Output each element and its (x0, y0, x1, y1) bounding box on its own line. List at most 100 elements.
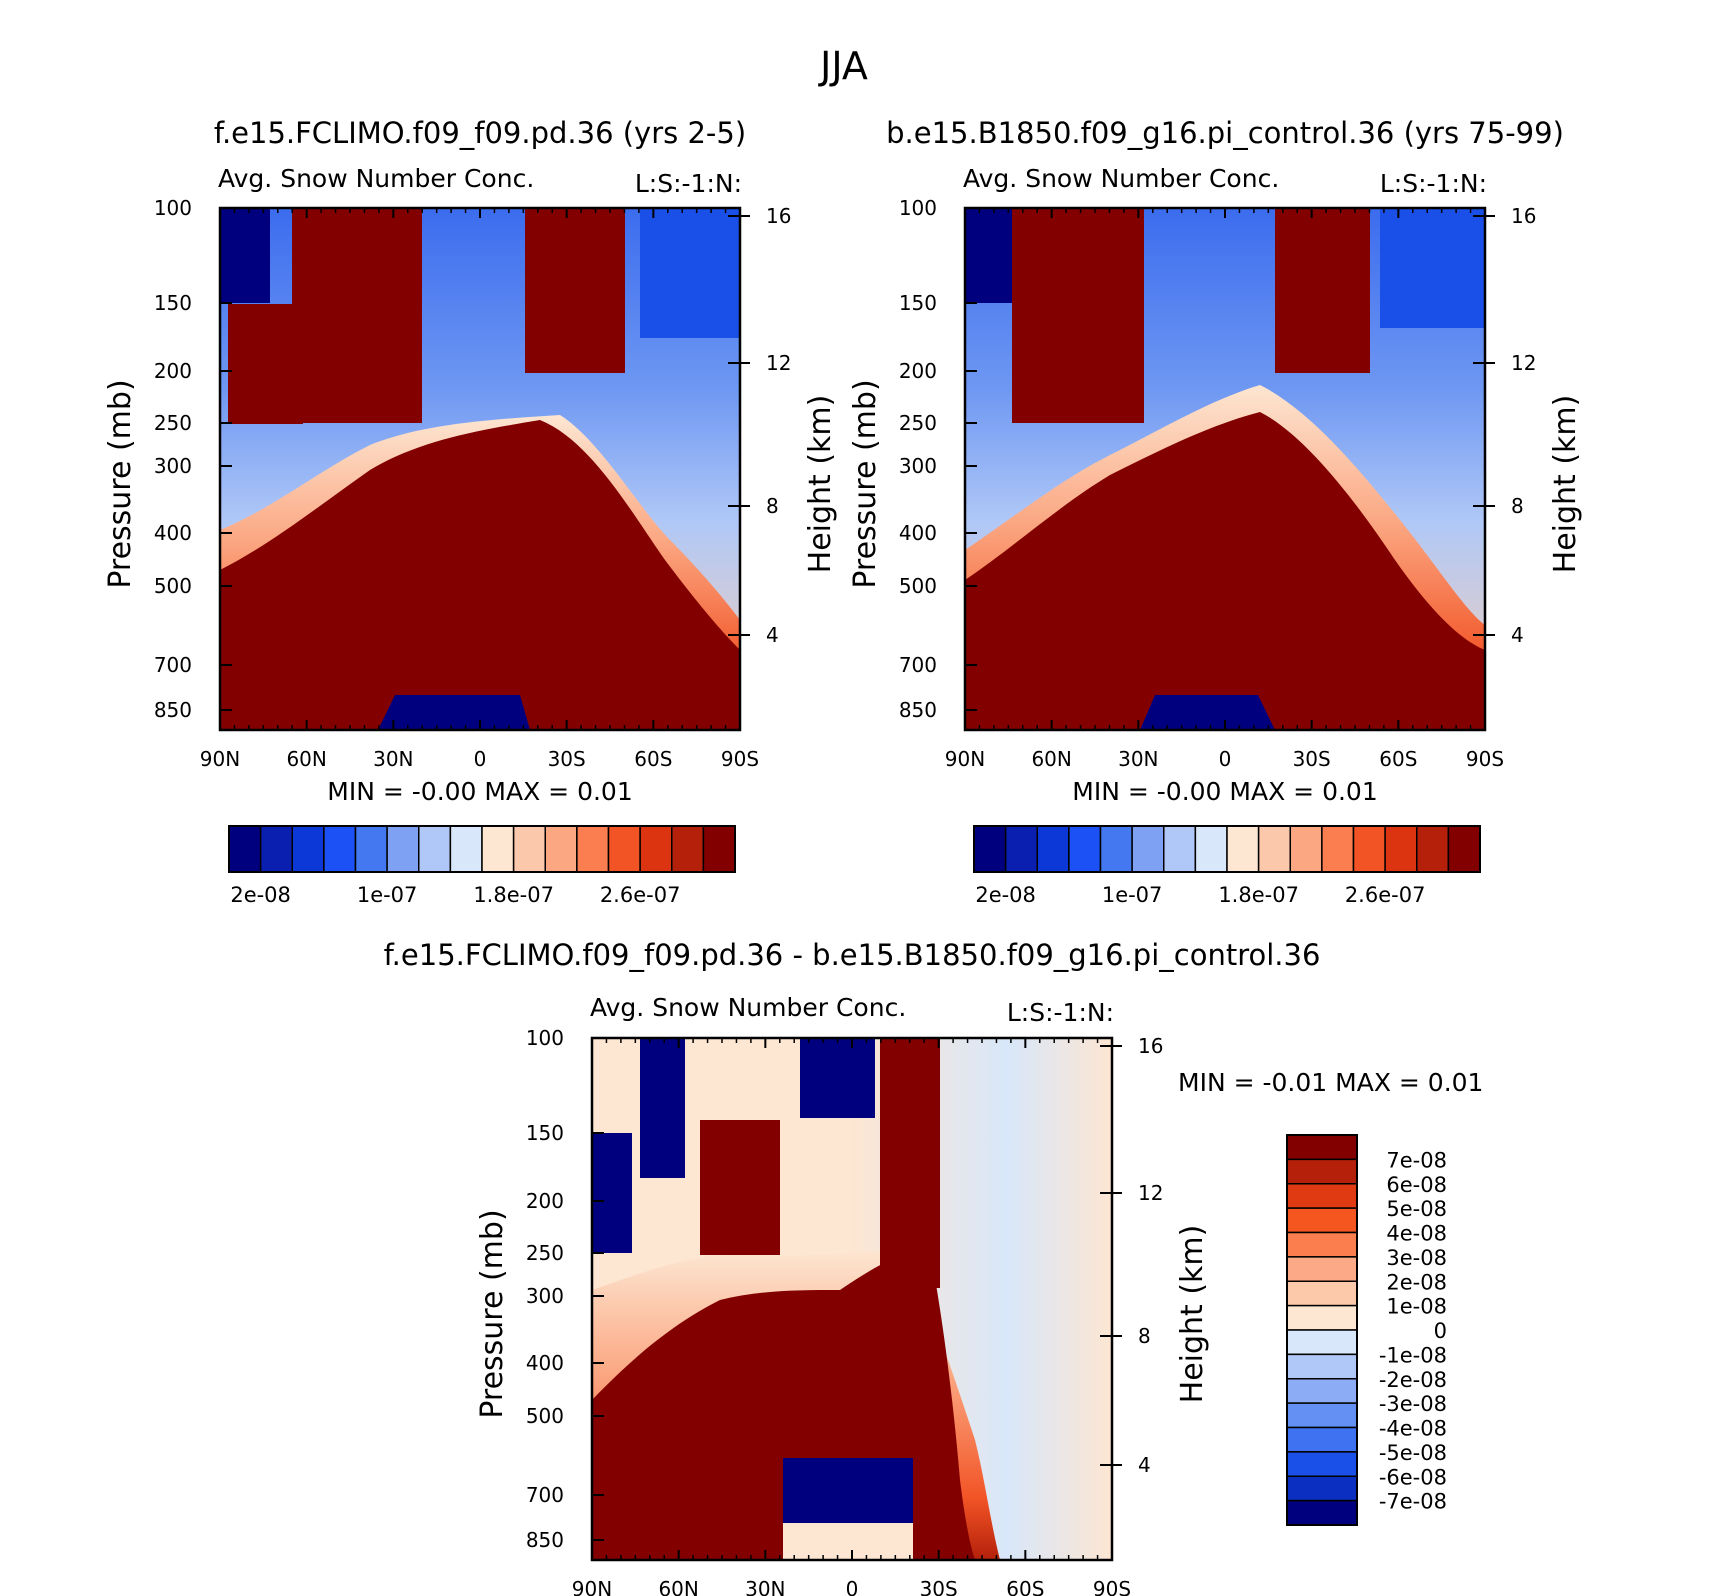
colorbar-swatch (1416, 825, 1450, 873)
x-tick-label: 60S (1006, 1577, 1044, 1596)
spacer (1327, 1068, 1335, 1097)
region-negative-upper-left (592, 1133, 632, 1253)
y-tick-label: 700 (154, 653, 192, 677)
colorbar-swatch (1163, 825, 1197, 873)
y2-tick-label: 8 (1138, 1324, 1151, 1348)
y-tick-label: 300 (154, 454, 192, 478)
spacer (1221, 777, 1229, 806)
colorbar-swatch (702, 825, 736, 873)
region-stratosphere-high (1012, 208, 1144, 423)
colorbar-swatch (1286, 1378, 1358, 1404)
region-low-blue (1140, 695, 1275, 730)
colorbar-tick-label: 7e-08 (1386, 1148, 1447, 1172)
max-label: MAX = (484, 777, 569, 806)
colorbar-swatch (1286, 1475, 1358, 1502)
panel-subtitle: Avg. Snow Number Conc. (963, 164, 1279, 193)
colorbar-swatch (1286, 1207, 1358, 1234)
max-value: 0.01 (1428, 1068, 1484, 1097)
x-tick-label: 30S (920, 1577, 958, 1596)
min-value: -0.00 (1157, 777, 1222, 806)
y-tick-label: 400 (899, 521, 937, 545)
colorbar-swatch (973, 825, 1007, 873)
min-max-line: MIN = -0.00 MAX = 0.01 (327, 777, 632, 806)
colorbar-swatch (228, 825, 262, 873)
spacer (476, 777, 484, 806)
y-tick-label: 400 (154, 521, 192, 545)
colorbar-swatch (1099, 825, 1133, 873)
y2-tick-label: 12 (766, 351, 791, 375)
panel-title: b.e15.B1850.f09_g16.pi_control.36 (yrs 7… (886, 116, 1564, 150)
colorbar-swatch (1194, 825, 1228, 873)
x-tick-label: 60S (634, 747, 672, 771)
y-tick-label: 200 (526, 1189, 564, 1213)
units-label: L:S:-1:N: (1380, 169, 1487, 198)
colorbar-tick-label: -2e-08 (1379, 1368, 1447, 1392)
region-neutral-low (783, 1523, 913, 1560)
y2-tick-label: 16 (1138, 1034, 1163, 1058)
colorbar-swatch (1289, 825, 1323, 873)
colorbar-swatch (1384, 825, 1418, 873)
y-tick-label: 850 (526, 1528, 564, 1552)
colorbar-tick-label: 1.8e-07 (473, 883, 554, 907)
region-upper-right (1380, 208, 1485, 328)
colorbar-swatch (354, 825, 388, 873)
y2-tick-label: 12 (1138, 1181, 1163, 1205)
colorbar-tick-label: 1e-07 (357, 883, 418, 907)
y-tick-label: 250 (526, 1241, 564, 1265)
region-negative-upper (640, 1038, 685, 1178)
x-tick-label: 60N (286, 747, 326, 771)
colorbar-swatch (1131, 825, 1165, 873)
colorbar-top-left: 2e-08 1e-07 1.8e-07 2.6e-07 (228, 825, 736, 907)
contour-field (965, 208, 1485, 730)
y-tick-label: 100 (526, 1026, 564, 1050)
colorbar-swatch (1226, 825, 1260, 873)
colorbar-swatch (1286, 1304, 1358, 1331)
spacer (1149, 777, 1157, 806)
y2-axis-title: Height (km) (803, 395, 838, 574)
panel-title: f.e15.FCLIMO.f09_f09.pd.36 - b.e15.B1850… (384, 938, 1321, 972)
x-tick-label: 30N (745, 1577, 785, 1596)
colorbar-tick-label: -6e-08 (1379, 1465, 1447, 1489)
region-strat-right (1275, 208, 1370, 373)
axes-panel-top-left: 90N 60N 30N 0 30S 60S 90S 100 150 200 250 300 400 500… (103, 196, 838, 806)
x-tick-label: 60N (658, 1577, 698, 1596)
colorbar-swatch (639, 825, 673, 873)
region-strat-right (525, 208, 625, 373)
colorbar-tick-label: 2e-08 (230, 883, 291, 907)
colorbar-bottom: 7e-086e-085e-084e-083e-082e-081e-080-1e-… (1286, 1134, 1447, 1526)
region-positive-upper (700, 1120, 780, 1255)
colorbar-tick-label: -4e-08 (1379, 1417, 1447, 1441)
colorbar-tick-label: 1.8e-07 (1218, 883, 1299, 907)
min-max-line: MIN = -0.01 MAX = 0.01 (1178, 1068, 1483, 1097)
colorbar-swatch (481, 825, 515, 873)
colorbar-frame (973, 825, 1481, 873)
y-tick-label: 250 (899, 411, 937, 435)
region-strat-cap (220, 208, 270, 303)
panel-bottom: f.e15.FCLIMO.f09_f09.pd.36 - b.e15.B1850… (384, 938, 1321, 1560)
y2-axis-title: Height (km) (1548, 395, 1583, 574)
colorbar-tick-label: 1e-08 (1386, 1295, 1447, 1319)
x-tick-label: 90N (572, 1577, 612, 1596)
region-stratosphere-high (292, 208, 422, 423)
y-tick-label: 150 (154, 291, 192, 315)
contour-field (592, 1038, 1112, 1560)
x-tick-label: 30S (548, 747, 586, 771)
region-low-blue (378, 695, 530, 730)
colorbar-swatch (386, 825, 420, 873)
y2-tick-label: 4 (766, 623, 779, 647)
y2-tick-label: 8 (1511, 494, 1524, 518)
colorbar-tick-label: 2.6e-07 (1345, 883, 1426, 907)
region-negative-low (783, 1458, 913, 1523)
colorbar-swatch (1286, 1183, 1358, 1209)
x-tick-label: 90N (200, 747, 240, 771)
contour-field (220, 208, 740, 730)
y-axis-title: Pressure (mb) (475, 1209, 510, 1418)
colorbar-swatch (512, 825, 546, 873)
max-value: 0.01 (1322, 777, 1378, 806)
y-tick-label: 300 (899, 454, 937, 478)
x-tick-label: 0 (846, 1577, 859, 1596)
x-tick-label: 30S (1293, 747, 1331, 771)
colorbar-swatch (1286, 1499, 1358, 1526)
y-axis-title: Pressure (mb) (103, 379, 138, 588)
colorbar-swatch (607, 825, 641, 873)
